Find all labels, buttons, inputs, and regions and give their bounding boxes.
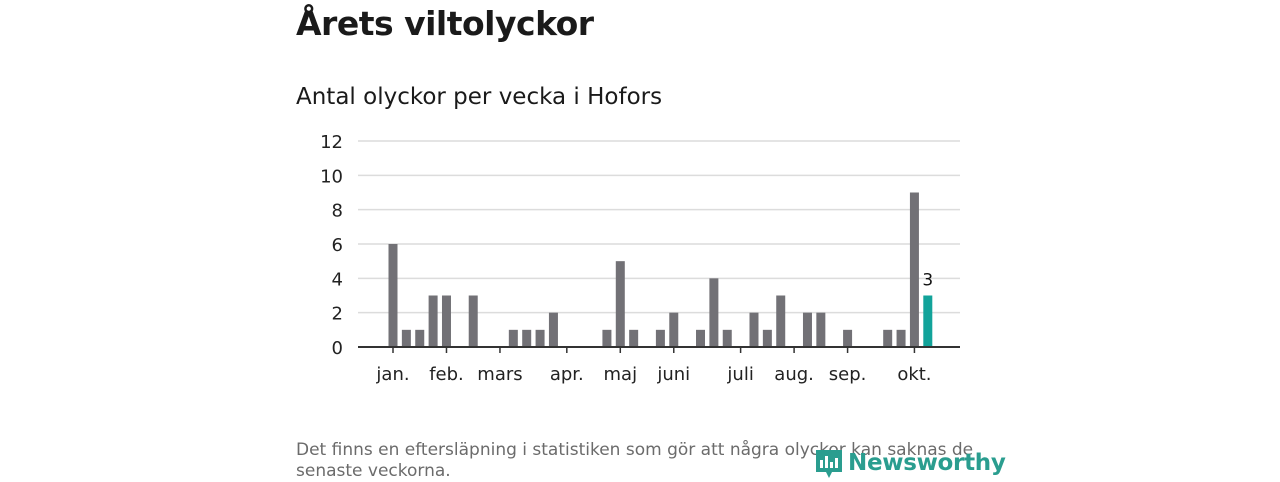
gridlines xyxy=(358,140,960,314)
y-tick-label: 6 xyxy=(332,235,343,256)
newsworthy-logo-text: Newsworthy xyxy=(848,450,1006,476)
x-tick-label: okt. xyxy=(897,364,931,385)
x-tick-label: aug. xyxy=(774,364,814,385)
bar xyxy=(802,312,812,347)
y-axis-ticks: 0 2 4 6 8 10 12 xyxy=(320,132,343,359)
bar xyxy=(388,244,398,347)
footnote: Det finns en eftersläpning i statistiken… xyxy=(296,440,974,481)
bar xyxy=(629,329,639,347)
data-label: 3 xyxy=(922,271,933,291)
newsworthy-logo-icon xyxy=(816,450,842,478)
bar xyxy=(909,192,919,347)
bar xyxy=(816,312,826,347)
bar xyxy=(669,312,679,347)
x-tick-label: apr. xyxy=(550,364,584,385)
bar xyxy=(883,329,893,347)
bar xyxy=(428,295,438,347)
data-labels: 3 xyxy=(922,271,933,291)
x-axis-months: jan. feb. mars apr. maj juni juli aug. sep. okt. xyxy=(375,347,932,385)
x-tick-label: mars xyxy=(477,364,522,385)
bar xyxy=(522,329,532,347)
bar xyxy=(548,312,558,347)
page-title: Årets viltolyckor xyxy=(296,4,594,43)
x-tick-label: sep. xyxy=(829,364,867,385)
bar-highlight xyxy=(923,295,933,347)
bar xyxy=(749,312,759,347)
bar xyxy=(762,329,772,347)
bar xyxy=(508,329,518,347)
y-tick-label: 2 xyxy=(332,304,343,325)
y-tick-label: 10 xyxy=(320,166,343,187)
bar xyxy=(709,278,719,347)
bar xyxy=(615,261,625,347)
x-tick-label: juli xyxy=(726,364,753,385)
newsworthy-logo: Newsworthy xyxy=(814,446,1006,480)
bar xyxy=(468,295,478,347)
x-tick-label: juni xyxy=(656,364,690,385)
bar xyxy=(696,329,706,347)
chart-title: Antal olyckor per vecka i Hofors xyxy=(296,84,663,110)
bar xyxy=(535,329,545,347)
y-tick-label: 0 xyxy=(332,338,343,359)
bar xyxy=(896,329,906,347)
y-tick-label: 12 xyxy=(320,132,343,153)
bar xyxy=(722,329,732,347)
x-tick-label: jan. xyxy=(375,364,409,385)
y-tick-label: 8 xyxy=(332,201,343,222)
x-tick-label: maj xyxy=(604,364,638,385)
bar xyxy=(655,329,665,347)
bar xyxy=(415,329,425,347)
bar xyxy=(441,295,451,347)
bar xyxy=(843,329,853,347)
x-tick-label: feb. xyxy=(429,364,464,385)
y-tick-label: 4 xyxy=(332,269,343,290)
bar xyxy=(776,295,786,347)
bar xyxy=(602,329,612,347)
bar xyxy=(401,329,411,347)
bars xyxy=(388,192,933,347)
